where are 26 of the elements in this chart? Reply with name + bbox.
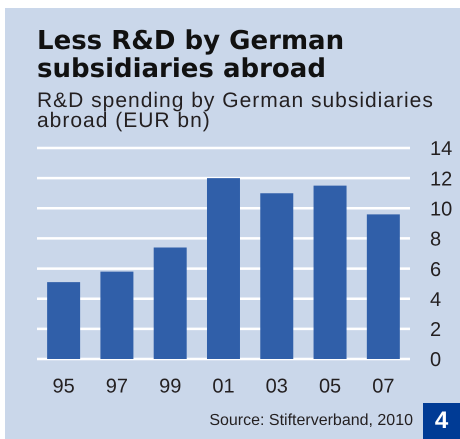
y-tick-label: 10 [430,198,452,220]
bar [206,178,240,359]
source-note: Source: Stifterverband, 2010 [209,412,413,429]
y-tick-label: 14 [430,138,452,160]
x-tick-label: 01 [212,375,235,398]
x-tick-label: 03 [266,375,288,398]
bar [366,214,400,359]
bar [100,272,134,359]
y-tick-label: 4 [430,288,442,311]
bar [260,193,294,359]
x-tick-label: 95 [52,375,75,398]
bar [314,186,347,359]
x-tick-label: 07 [372,375,394,398]
x-tick-label: 05 [318,375,342,398]
bar [154,247,187,359]
number-badge: 4 [423,403,460,439]
chart-title: Less R&D by German subsidiaries abroad [37,26,346,84]
y-tick-label: 8 [430,228,442,251]
bar [47,282,80,359]
y-tick-label: 12 [430,168,452,190]
x-tick-label: 97 [106,375,128,398]
y-tick-label: 6 [430,258,442,281]
x-tick-label: 99 [159,375,182,398]
chart-subtitle: R&D spending by German subsidiaries abroad (EUR bn) [37,89,435,132]
y-tick-label: 2 [430,319,442,342]
y-tick-label: 0 [430,349,442,372]
